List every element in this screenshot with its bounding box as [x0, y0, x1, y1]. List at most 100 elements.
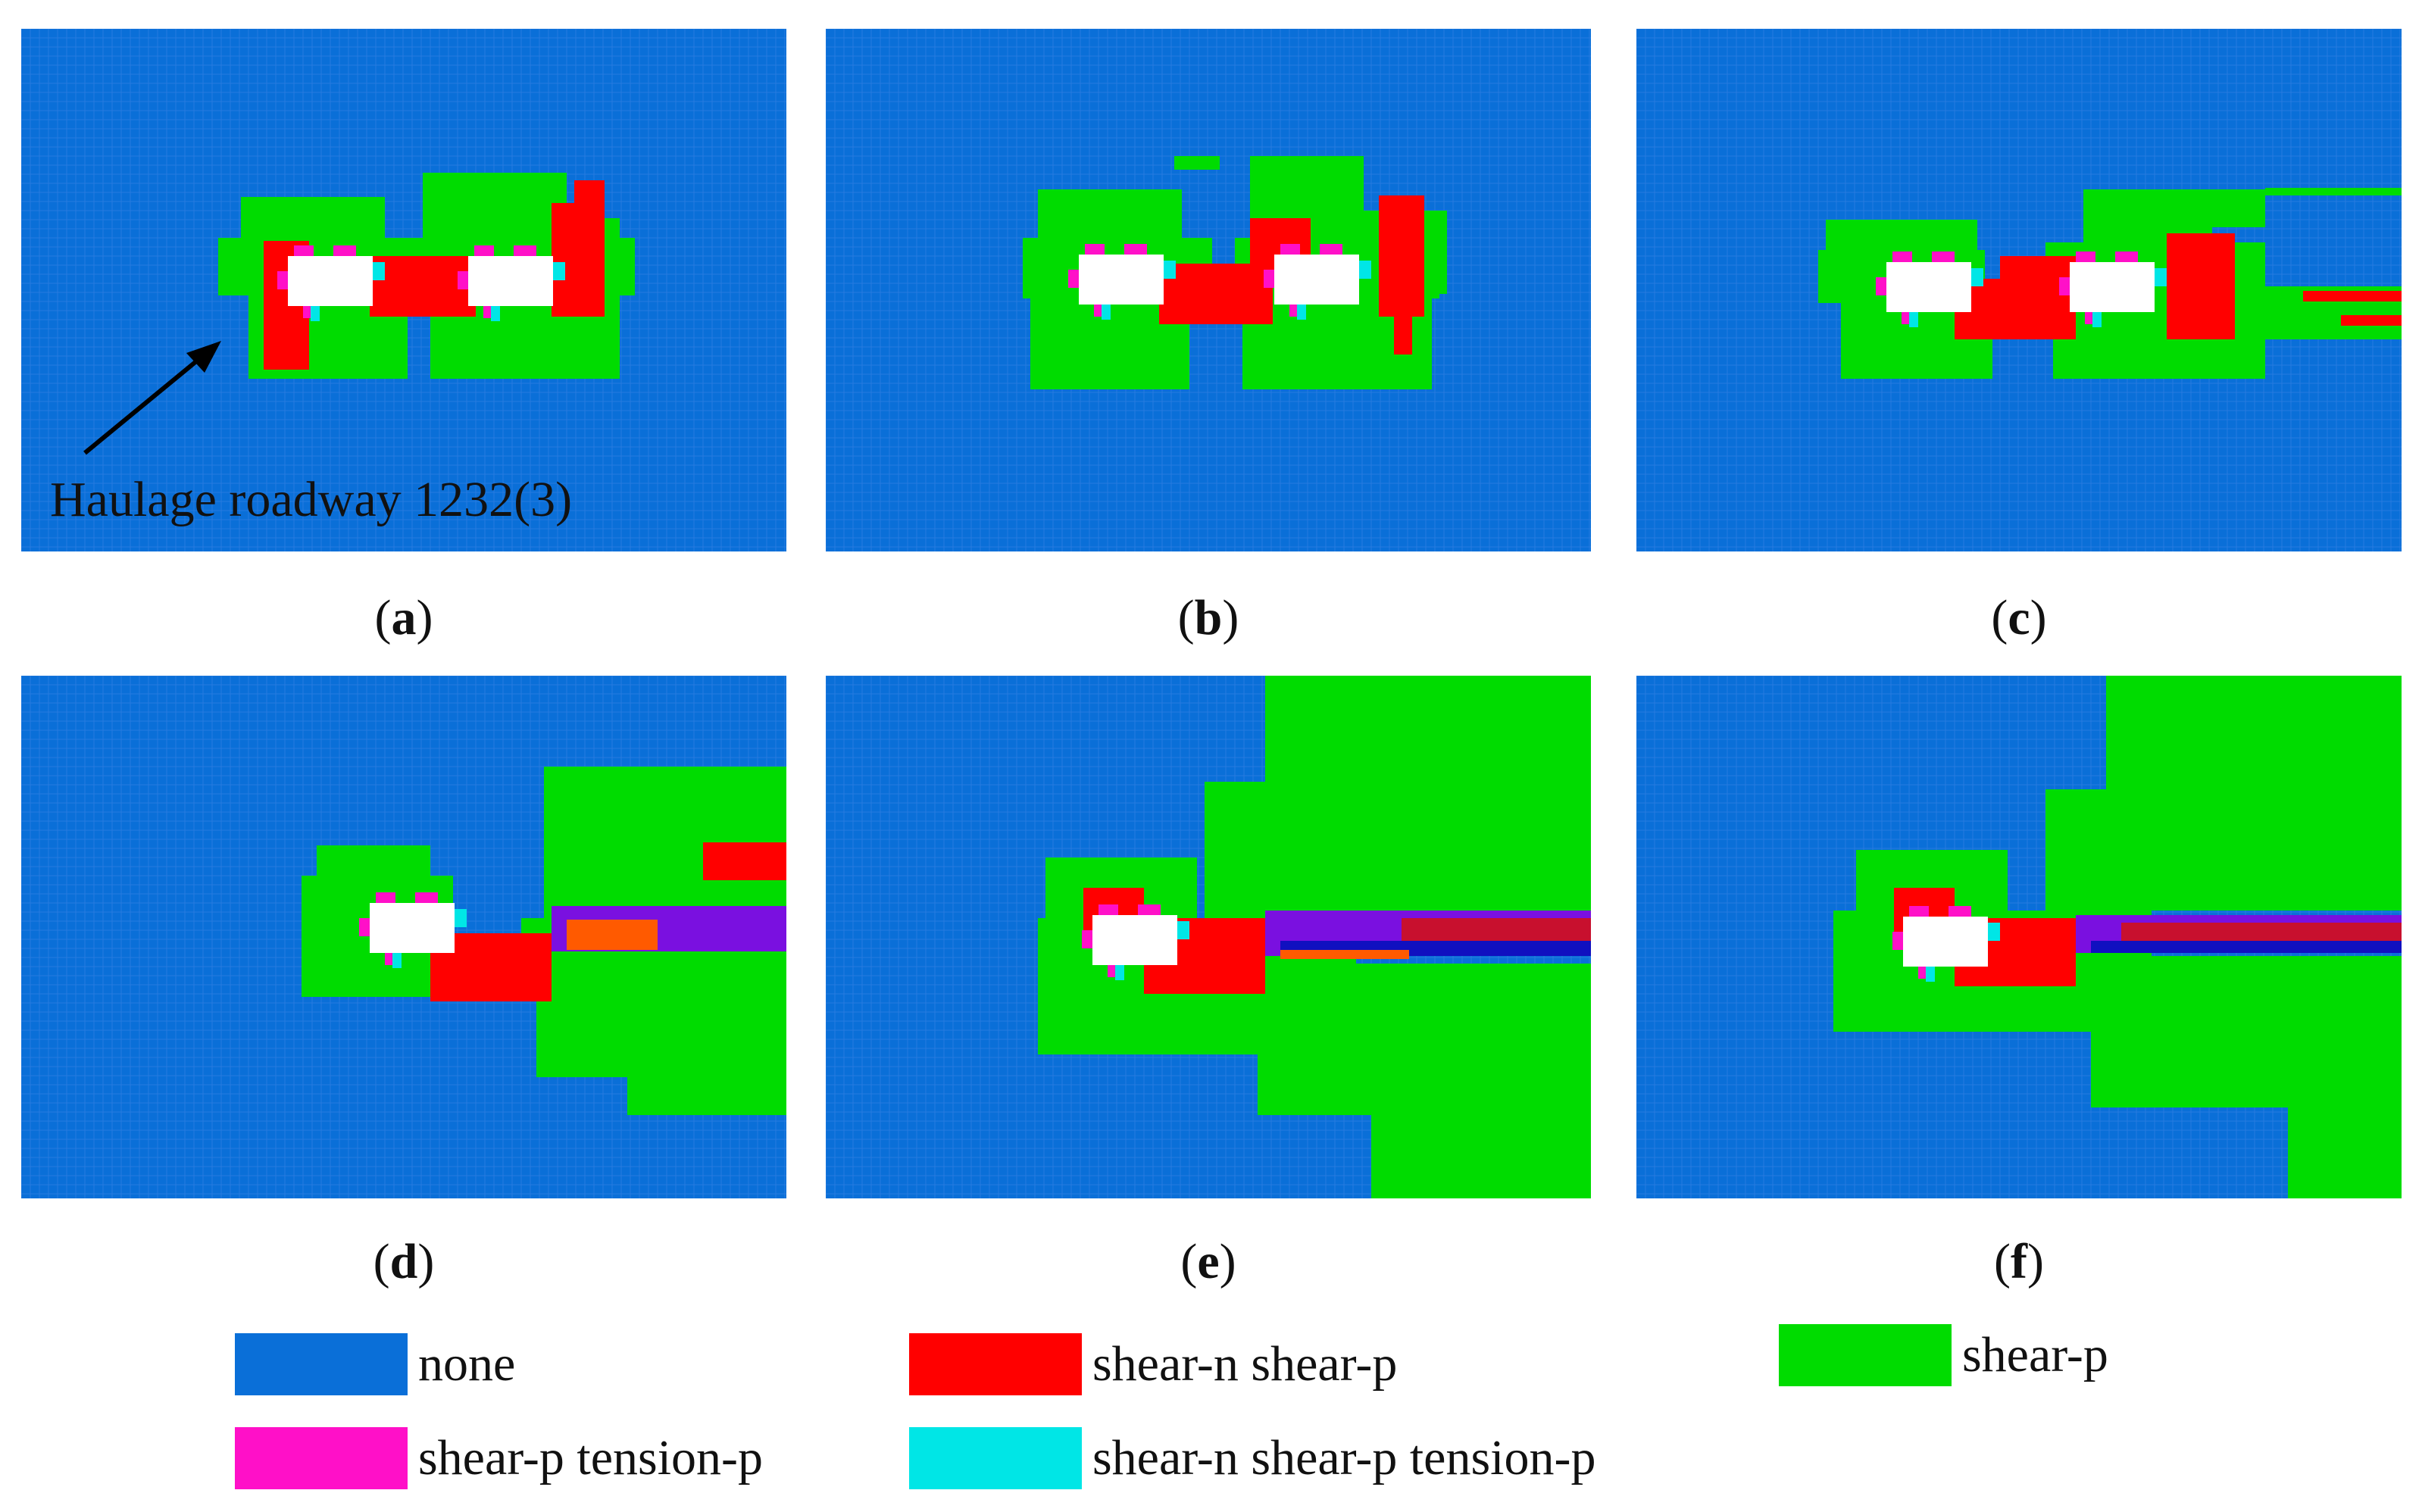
legend-item-shear-p-tension-p: shear-p tension-p: [235, 1427, 763, 1489]
shear-p-zone: [1826, 220, 1977, 250]
roadway-d1-tension-top: [376, 892, 395, 906]
roadway-a2-tension-left: [458, 271, 471, 289]
panel-c: [1636, 29, 2402, 551]
caption-e: (e): [1180, 1234, 1236, 1289]
roadway-d1-mixed-bottom: [392, 953, 402, 968]
shear-p-zone: [1265, 676, 1591, 782]
roadway-b1-mixed-bottom: [1102, 305, 1111, 320]
roadway-a1-tension-left: [277, 271, 291, 289]
roadway-c2-opening: [2070, 262, 2155, 312]
roadway-a2-tension-top-2: [514, 245, 536, 259]
roadway-d1-mixed-right: [455, 909, 467, 927]
panel-e-plot: [826, 676, 1591, 1198]
roadway-b2-tension-left: [1264, 270, 1277, 288]
shear-n-shear-p-zone: [1379, 195, 1424, 317]
roadway-e1-mixed-right: [1177, 921, 1189, 939]
legend-label-shear-p-tension-p: shear-p tension-p: [418, 1430, 764, 1485]
roadway-e1-tension-top: [1098, 904, 1118, 918]
annotation-label: Haulage roadway 1232(3): [50, 472, 573, 527]
roadway-d1-opening: [370, 903, 455, 953]
roadway-b1-tension-top: [1085, 244, 1105, 258]
panel-f-plot: [1636, 676, 2402, 1198]
panel-c-plot: [1636, 29, 2402, 551]
legend-swatch-shear-p-tension-p: [235, 1427, 408, 1489]
roadway-a1-mixed-right: [373, 262, 385, 280]
roadway-b2-mixed-bottom: [1297, 305, 1306, 320]
shear-n-shear-p-zone: [1394, 317, 1412, 355]
caption-f-letter: f: [2011, 1234, 2027, 1289]
legend-item-shear-n-shear-p: shear-n shear-p: [909, 1333, 1397, 1395]
roadway-c2-mixed-right: [2155, 268, 2167, 286]
roadway-a1-tension-top-2: [333, 245, 356, 259]
shear-p-zone: [317, 845, 430, 876]
shear-p-zone: [536, 979, 786, 1077]
roadway-b2-tension-top-2: [1320, 244, 1342, 258]
caption-c-letter: c: [2008, 590, 2030, 645]
roadway-e1-tension-top-2: [1138, 904, 1161, 918]
shear-p-zone: [2091, 956, 2402, 1107]
caption-d-letter: d: [389, 1234, 418, 1289]
shear-p-zone: [241, 197, 385, 238]
orange-band: [567, 920, 658, 950]
roadway-a1-tension-top: [294, 245, 314, 259]
roadway-c1-tension-top: [1892, 251, 1912, 265]
panel-e: [826, 676, 1591, 1198]
legend-item-shear-n-shear-p-tension-p: shear-n shear-p tension-p: [909, 1427, 1595, 1489]
roadway-b2-mixed-right: [1359, 261, 1371, 279]
shear-p-zone: [2212, 189, 2265, 227]
roadway-b1-mixed-right: [1164, 261, 1176, 279]
roadway-d1-tension-top-2: [415, 892, 438, 906]
caption-c: (c): [1991, 590, 2047, 645]
crimson-band: [1402, 918, 1591, 944]
caption-d: (d): [373, 1234, 435, 1289]
roadway-a2-tension-top: [474, 245, 494, 259]
legend-item-shear-p: shear-p: [1779, 1324, 2108, 1386]
panel-d-plot: [21, 676, 786, 1198]
caption-e-letter: e: [1197, 1234, 1220, 1289]
legend-swatch-shear-p: [1779, 1324, 1952, 1386]
legend-swatch-none: [235, 1333, 408, 1395]
roadway-c2-tension-left: [2059, 277, 2073, 295]
shear-p-zone: [2045, 789, 2402, 911]
roadway-c1-tension-left: [1876, 277, 1889, 295]
legend-swatch-shear-n-shear-p-tension-p: [909, 1427, 1082, 1489]
panel-b-plot: [826, 29, 1591, 551]
panel-f: [1636, 676, 2402, 1198]
roadway-c2-tension-top: [2076, 251, 2095, 265]
legend-label-shear-n-shear-p-tension-p: shear-n shear-p tension-p: [1092, 1430, 1596, 1485]
shear-n-shear-p-zone: [703, 842, 786, 880]
shear-p-zone: [1258, 964, 1591, 1115]
orange-band: [1280, 950, 1409, 959]
shear-p-zone: [1371, 1115, 1591, 1198]
roadway-a1-opening: [288, 256, 373, 306]
roadway-a2-mixed-right: [553, 262, 565, 280]
shear-p-zone: [1205, 782, 1591, 918]
roadway-f1-mixed-bottom: [1926, 967, 1935, 982]
roadway-b2-opening: [1274, 255, 1359, 305]
panel-a-plot: [21, 29, 786, 551]
caption-b-letter: b: [1194, 590, 1223, 645]
shear-p-zone: [1038, 189, 1182, 238]
legend-label-none: none: [418, 1336, 516, 1392]
legend-label-shear-n-shear-p: shear-n shear-p: [1092, 1336, 1398, 1392]
shear-n-shear-p-zone: [2167, 233, 2235, 339]
caption-b: (b): [1177, 590, 1239, 645]
roadway-e1-mixed-bottom: [1115, 965, 1124, 980]
roadway-f1-tension-top-2: [1949, 906, 1971, 920]
shear-p-zone: [2288, 1107, 2402, 1198]
shear-n-shear-p-zone: [2341, 315, 2402, 326]
shear-p-zone: [2106, 676, 2402, 789]
roadway-f1-tension-top: [1909, 906, 1929, 920]
roadway-f1-tension-left: [1892, 932, 1906, 950]
panel-d: [21, 676, 786, 1198]
panel-b: [826, 29, 1591, 551]
shear-p-zone: [627, 1077, 786, 1115]
roadway-c2-mixed-bottom: [2092, 312, 2102, 327]
legend-item-none: none: [235, 1333, 515, 1395]
roadway-d1-tension-left: [359, 918, 373, 936]
roadway-a2-opening: [468, 256, 553, 306]
shear-p-zone: [2265, 188, 2402, 195]
caption-a-letter: a: [391, 590, 417, 645]
shear-n-shear-p-zone: [552, 203, 605, 317]
